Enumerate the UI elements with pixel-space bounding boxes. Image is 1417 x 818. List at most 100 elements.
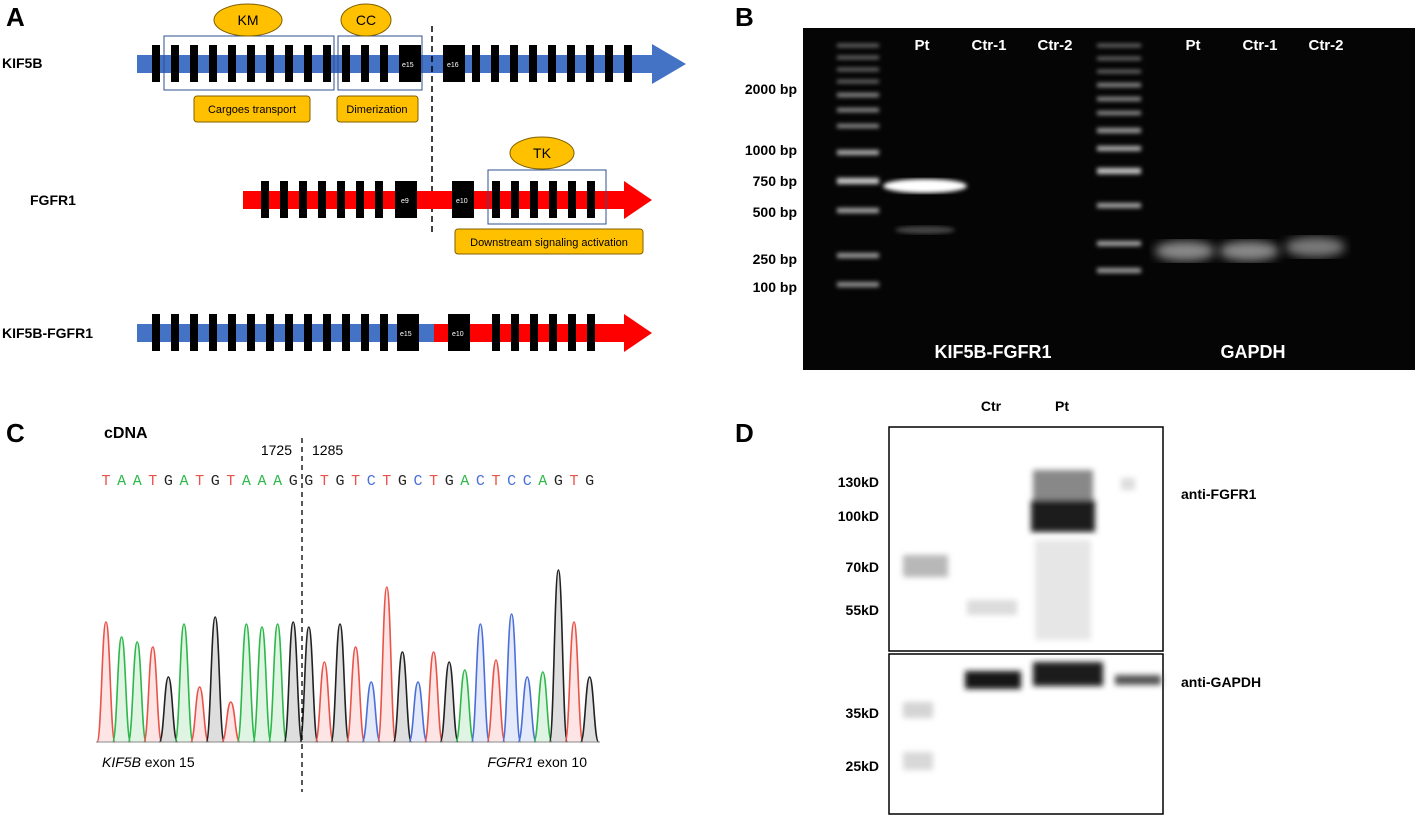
gel2-ctr2-band bbox=[1285, 237, 1345, 257]
chromatogram-trace bbox=[96, 569, 600, 743]
wb-lane-pt: Pt bbox=[1055, 398, 1069, 414]
sequence-base: A bbox=[133, 473, 142, 490]
panel-a-gene-diagram: KIF5B bbox=[2, 3, 686, 352]
trace-peak bbox=[252, 626, 272, 743]
sequence-base: G bbox=[211, 473, 220, 490]
sequence-base: A bbox=[179, 473, 188, 490]
sequence-base: C bbox=[476, 473, 485, 490]
marker-100kd: 100kD bbox=[838, 508, 879, 524]
trace-peak bbox=[486, 659, 506, 743]
trace-peak bbox=[236, 623, 257, 743]
antibody-gapdh: anti-GAPDH bbox=[1181, 674, 1261, 690]
fusion-gene-track: e15 e10 bbox=[137, 314, 652, 352]
sequence-base: G bbox=[289, 473, 298, 490]
gene-label-kif5b: KIF5B bbox=[2, 55, 42, 71]
sequence-base: A bbox=[257, 473, 266, 490]
trace-peak bbox=[439, 661, 459, 743]
gel-background bbox=[803, 28, 1415, 370]
wb-lane-ctr: Ctr bbox=[981, 398, 1002, 414]
sequence-base: G bbox=[335, 473, 344, 490]
trace-peak bbox=[283, 621, 303, 743]
marker-70kd: 70kD bbox=[846, 559, 879, 575]
sequence-base: G bbox=[164, 473, 173, 490]
gene-label-fgfr1: FGFR1 bbox=[30, 192, 76, 208]
gel2-lane-ctr2: Ctr-2 bbox=[1308, 37, 1343, 54]
trace-peak bbox=[143, 646, 163, 743]
sequence-base: T bbox=[148, 473, 157, 490]
exon-label-kif5b-e15: e15 bbox=[402, 62, 414, 69]
trace-peak bbox=[564, 621, 584, 743]
km-domain-label: KM bbox=[238, 12, 259, 28]
trace-peak bbox=[579, 676, 600, 743]
trace-peak bbox=[361, 681, 381, 743]
exon-left-rest: exon 15 bbox=[141, 754, 195, 770]
dimerization-label: Dimerization bbox=[346, 104, 407, 116]
kif5b-gene-track: e15 e16 bbox=[137, 44, 686, 84]
sequence-base: G bbox=[398, 473, 407, 490]
sequence-base: T bbox=[382, 473, 391, 490]
marker-130kd: 130kD bbox=[838, 474, 879, 490]
sequence-base: A bbox=[273, 473, 282, 490]
sequence-base: T bbox=[195, 473, 204, 490]
cc-domain-label: CC bbox=[356, 12, 376, 28]
exon-label-left: KIF5B exon 15 bbox=[102, 754, 195, 770]
trace-peak bbox=[96, 621, 116, 743]
gel1-title: KIF5B-FGFR1 bbox=[935, 342, 1052, 362]
trace-peak bbox=[533, 671, 553, 743]
sequence-base: T bbox=[491, 473, 500, 490]
km-domain-oval bbox=[213, 3, 283, 37]
sequence-base: G bbox=[304, 473, 313, 490]
gel1-lane-ctr1: Ctr-1 bbox=[971, 37, 1006, 54]
trace-peak bbox=[408, 681, 428, 743]
gapdh-blot-bands bbox=[903, 662, 1161, 770]
exon-right-gene: FGFR1 bbox=[487, 754, 533, 770]
exon-label-fgfr1-e9: e9 bbox=[401, 198, 409, 205]
kif5b-arrowhead bbox=[652, 44, 686, 84]
exon-label-fgfr1-e10: e10 bbox=[456, 198, 468, 205]
sequence-base: C bbox=[507, 473, 516, 490]
gel1-pt-faint-band bbox=[895, 226, 955, 234]
sequence-base: C bbox=[413, 473, 422, 490]
trace-peak bbox=[455, 669, 475, 743]
gel2-title: GAPDH bbox=[1220, 342, 1285, 362]
tk-domain-label: TK bbox=[533, 145, 552, 161]
cdna-title: cDNA bbox=[104, 425, 148, 442]
ladder-label-100: 100 bp bbox=[753, 279, 797, 295]
sequence-base: T bbox=[320, 473, 329, 490]
trace-peak bbox=[127, 641, 147, 743]
sequence-base: G bbox=[554, 473, 563, 490]
ladder-label-250: 250 bp bbox=[753, 251, 797, 267]
trace-peak bbox=[221, 701, 241, 743]
ladder-label-1000: 1000 bp bbox=[745, 142, 797, 158]
trace-peak bbox=[548, 569, 569, 743]
trace-peak bbox=[205, 616, 225, 743]
kif5b-track bbox=[137, 55, 652, 73]
trace-peak bbox=[377, 586, 397, 743]
sequence-base: T bbox=[429, 473, 438, 490]
sequence-base: A bbox=[460, 473, 469, 490]
exon-label-right: FGFR1 exon 10 bbox=[487, 754, 587, 770]
panel-letter-a: A bbox=[6, 2, 25, 32]
exon-label-kif5b-e16: e16 bbox=[447, 62, 459, 69]
kif5b-exons bbox=[152, 45, 632, 82]
cc-domain-box bbox=[337, 35, 423, 91]
ladder-label-500: 500 bp bbox=[753, 204, 797, 220]
marker-35kd: 35kD bbox=[846, 705, 879, 721]
ladder-label-750: 750 bp bbox=[753, 173, 797, 189]
trace-peak bbox=[423, 651, 444, 743]
exon-label-fusion-e10: e10 bbox=[452, 331, 464, 338]
fgfr1-blot bbox=[888, 426, 1164, 652]
downstream-signaling-box bbox=[454, 228, 644, 255]
sequence-base: T bbox=[226, 473, 235, 490]
trace-peak bbox=[314, 661, 335, 743]
sequence-base: A bbox=[117, 473, 126, 490]
sequence-base: C bbox=[523, 473, 532, 490]
sequence-base: A bbox=[242, 473, 251, 490]
sequence-base: C bbox=[367, 473, 376, 490]
trace-peak bbox=[330, 623, 350, 743]
fusion-exons bbox=[152, 314, 595, 351]
fusion-arrowhead bbox=[624, 314, 652, 352]
gel2-lane-pt: Pt bbox=[1186, 37, 1201, 54]
tk-domain-oval bbox=[509, 136, 575, 170]
